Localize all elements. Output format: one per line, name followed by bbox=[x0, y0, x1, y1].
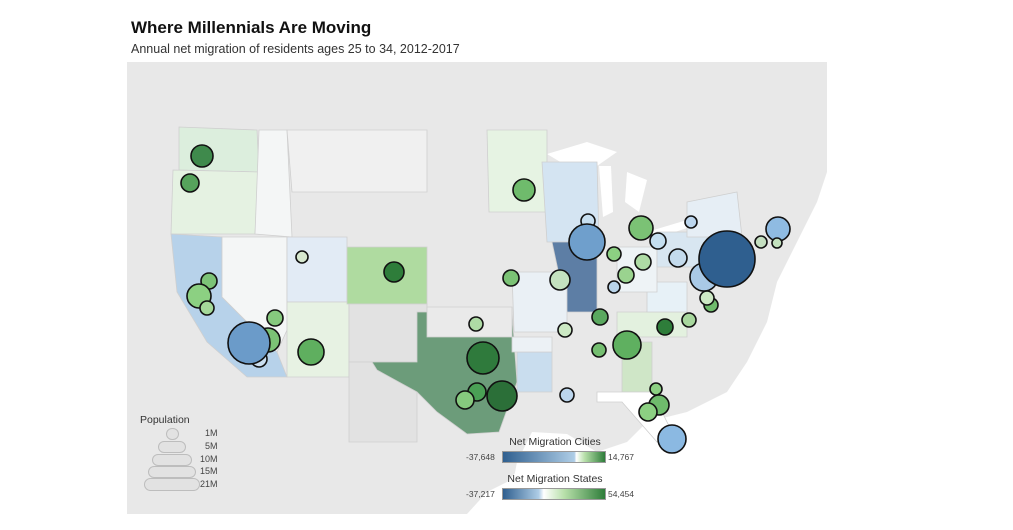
cities-gradient-bar bbox=[502, 451, 606, 463]
cities-legend-title: Net Migration Cities bbox=[509, 436, 601, 448]
city-bubble[interactable] bbox=[383, 261, 405, 283]
city-bubble[interactable] bbox=[634, 253, 652, 271]
city-bubble[interactable] bbox=[771, 237, 783, 249]
city-bubble[interactable] bbox=[591, 342, 607, 358]
states-legend-max: 54,454 bbox=[608, 489, 634, 499]
city-bubble[interactable] bbox=[455, 390, 475, 410]
lake-superior bbox=[547, 142, 617, 166]
chart-subtitle: Annual net migration of residents ages 2… bbox=[131, 42, 460, 56]
city-bubble[interactable] bbox=[649, 232, 667, 250]
state-minnesota[interactable] bbox=[486, 129, 548, 213]
city-bubble[interactable] bbox=[199, 300, 215, 316]
state-washington[interactable] bbox=[178, 126, 260, 173]
states-legend-min: -37,217 bbox=[466, 489, 495, 499]
city-bubble[interactable] bbox=[606, 246, 622, 262]
city-bubble[interactable] bbox=[549, 269, 571, 291]
city-bubble[interactable] bbox=[617, 266, 635, 284]
city-bubble[interactable] bbox=[668, 248, 688, 268]
cities-legend-min: -37,648 bbox=[466, 452, 495, 462]
pop-pill-10m bbox=[152, 454, 192, 466]
city-bubble[interactable] bbox=[468, 316, 484, 332]
pop-label-1m: 1M bbox=[205, 428, 218, 438]
cities-legend-max: 14,767 bbox=[608, 452, 634, 462]
city-bubble[interactable] bbox=[190, 144, 214, 168]
city-bubble[interactable] bbox=[649, 382, 663, 396]
city-bubble[interactable] bbox=[568, 223, 606, 261]
city-bubble[interactable] bbox=[612, 330, 642, 360]
pop-pill-1m bbox=[166, 428, 179, 440]
city-bubble[interactable] bbox=[607, 280, 621, 294]
state-arkansas[interactable] bbox=[511, 336, 553, 353]
city-bubble[interactable] bbox=[656, 318, 674, 336]
city-bubble[interactable] bbox=[684, 215, 698, 229]
city-bubble[interactable] bbox=[486, 380, 518, 412]
state-arizona[interactable] bbox=[286, 301, 350, 378]
city-bubble[interactable] bbox=[699, 290, 715, 306]
city-bubble[interactable] bbox=[557, 322, 573, 338]
chart-title: Where Millennials Are Moving bbox=[131, 18, 372, 37]
city-bubble[interactable] bbox=[638, 402, 658, 422]
pop-label-21m: 21M bbox=[200, 479, 218, 489]
city-bubble[interactable] bbox=[754, 235, 768, 249]
pop-label-15m: 15M bbox=[200, 466, 218, 476]
state-utah[interactable] bbox=[286, 236, 348, 303]
city-bubble[interactable] bbox=[591, 308, 609, 326]
city-bubble[interactable] bbox=[180, 173, 200, 193]
city-bubble[interactable] bbox=[266, 309, 284, 327]
us-map[interactable] bbox=[127, 62, 827, 514]
state-layer bbox=[170, 126, 743, 443]
pop-pill-15m bbox=[148, 466, 196, 478]
city-bubble[interactable] bbox=[227, 321, 271, 365]
title-block: Where Millennials Are Moving Annual net … bbox=[131, 18, 460, 56]
city-bubble[interactable] bbox=[466, 341, 500, 375]
city-layer bbox=[180, 144, 791, 454]
pop-label-5m: 5M bbox=[205, 441, 218, 451]
pop-pill-21m bbox=[144, 478, 200, 491]
lake-michigan bbox=[599, 166, 613, 217]
population-legend: Population bbox=[140, 414, 240, 430]
city-bubble[interactable] bbox=[512, 178, 536, 202]
city-bubble[interactable] bbox=[297, 338, 325, 366]
city-bubble[interactable] bbox=[628, 215, 654, 241]
city-bubble[interactable] bbox=[559, 387, 575, 403]
city-bubble[interactable] bbox=[657, 424, 687, 454]
city-bubble[interactable] bbox=[681, 312, 697, 328]
states-gradient-bar bbox=[502, 488, 606, 500]
cities-legend: Net Migration Cities bbox=[500, 436, 610, 448]
states-legend-title: Net Migration States bbox=[507, 473, 603, 485]
pop-pill-5m bbox=[158, 441, 186, 453]
city-bubble[interactable] bbox=[502, 269, 520, 287]
states-legend: Net Migration States bbox=[500, 473, 610, 485]
city-bubble[interactable] bbox=[698, 230, 756, 288]
city-bubble[interactable] bbox=[295, 250, 309, 264]
state-idaho[interactable] bbox=[254, 129, 293, 238]
lake-huron bbox=[625, 172, 647, 212]
state-colorado[interactable] bbox=[348, 303, 428, 363]
state-louisiana[interactable] bbox=[516, 351, 553, 393]
map-canvas[interactable] bbox=[127, 62, 827, 514]
state-montana[interactable] bbox=[286, 129, 428, 193]
population-legend-title: Population bbox=[140, 414, 190, 426]
pop-label-10m: 10M bbox=[200, 454, 218, 464]
